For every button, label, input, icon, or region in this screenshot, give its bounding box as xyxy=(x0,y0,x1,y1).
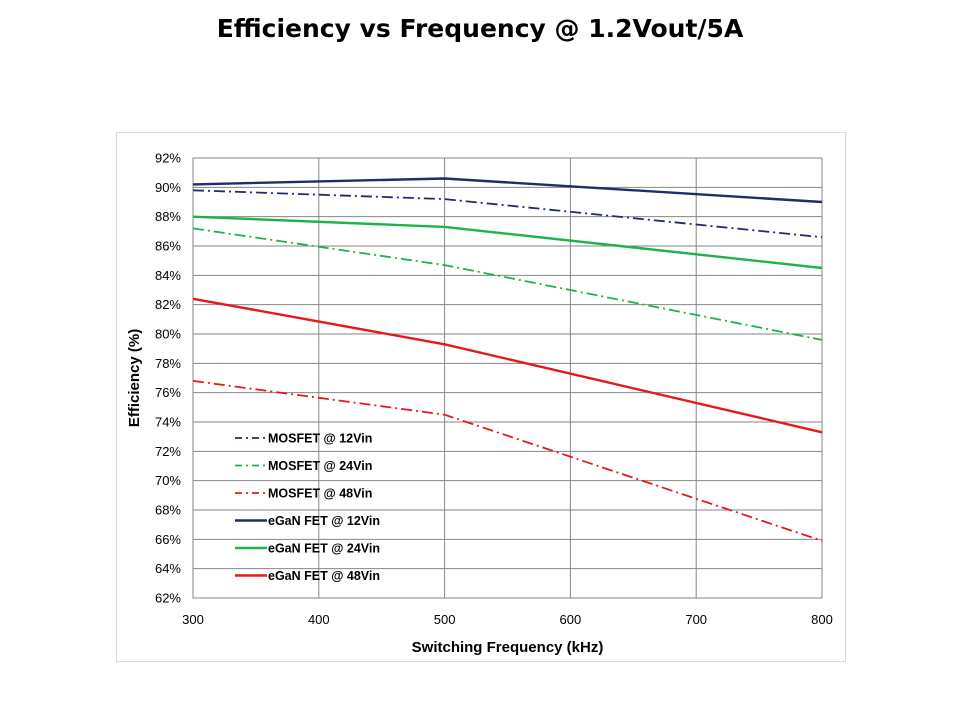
x-tick-label: 800 xyxy=(811,612,833,627)
line-chart: 62% 64% 66% 68% 70% 72% 74% 76% 78% 80% 82% 84% 86% 8… xyxy=(126,151,833,657)
legend-label-2: MOSFET @ 48Vin xyxy=(268,487,372,501)
legend-label-1: MOSFET @ 24Vin xyxy=(268,459,372,473)
y-tick-label: 84% xyxy=(155,268,181,283)
x-tick-label: 400 xyxy=(308,612,330,627)
y-axis-title: Efficiency (%) xyxy=(126,329,143,427)
x-tick-label: 500 xyxy=(434,612,456,627)
y-tick-label: 64% xyxy=(155,561,181,576)
legend-label-4: eGaN FET @ 24Vin xyxy=(268,542,380,556)
y-tick-label: 62% xyxy=(155,591,181,606)
chart-area: 62% 64% 66% 68% 70% 72% 74% 76% 78% 80% 82% 84% 86% 8… xyxy=(116,132,846,662)
series-line-2 xyxy=(192,380,823,542)
y-tick-label: 82% xyxy=(155,297,181,312)
x-axis-title: Switching Frequency (kHz) xyxy=(412,639,604,656)
series-line-3 xyxy=(192,177,823,204)
y-tick-label: 90% xyxy=(155,180,181,195)
y-tick-label: 80% xyxy=(155,327,181,342)
plot-border xyxy=(192,157,823,599)
y-tick-label: 72% xyxy=(155,444,181,459)
x-tick-label: 300 xyxy=(182,612,204,627)
y-tick-label: 78% xyxy=(155,356,181,371)
y-tick-label: 66% xyxy=(155,532,181,547)
y-tick-label: 88% xyxy=(155,209,181,224)
series-line-4 xyxy=(192,215,823,270)
series-line-0 xyxy=(192,189,823,239)
y-tick-label: 74% xyxy=(155,415,181,430)
legend-label-5: eGaN FET @ 48Vin xyxy=(268,569,380,583)
legend-label-0: MOSFET @ 12Vin xyxy=(268,432,372,446)
x-tick-label: 700 xyxy=(685,612,707,627)
series-line-5 xyxy=(192,297,823,434)
y-tick-label: 92% xyxy=(155,151,181,166)
series-line-1 xyxy=(192,227,823,341)
y-tick-label: 76% xyxy=(155,385,181,400)
y-tick-label: 86% xyxy=(155,239,181,254)
y-tick-label: 68% xyxy=(155,503,181,518)
legend-label-3: eGaN FET @ 12Vin xyxy=(268,514,380,528)
x-tick-label: 600 xyxy=(560,612,582,627)
y-tick-label: 70% xyxy=(155,473,181,488)
slide-title: Efficiency vs Frequency @ 1.2Vout/5A xyxy=(216,14,744,43)
